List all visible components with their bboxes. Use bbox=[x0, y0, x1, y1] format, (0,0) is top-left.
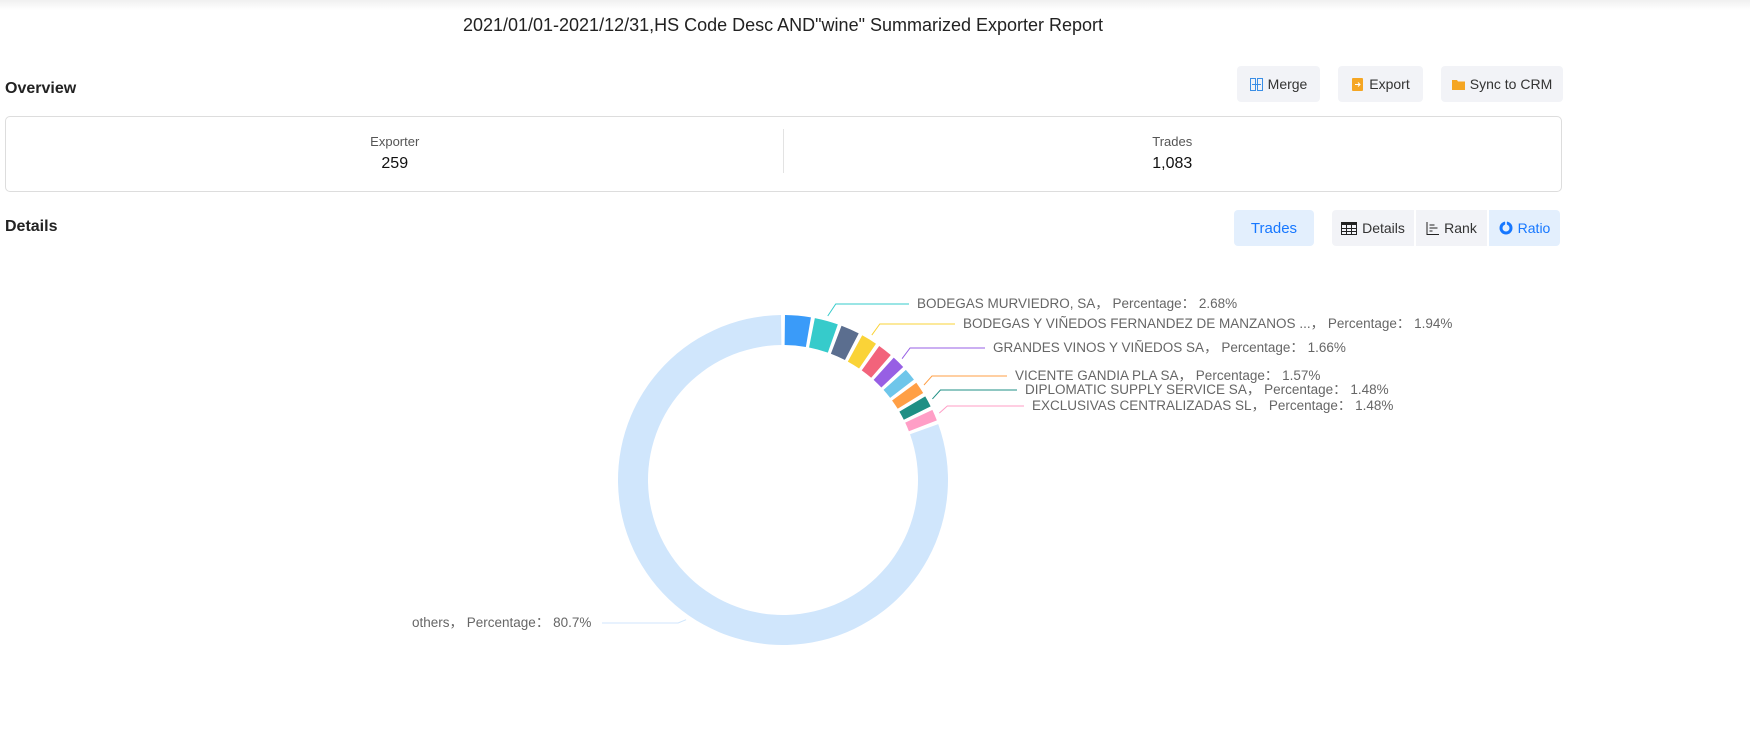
donut-slice-diplomatic-supply-service-sa[interactable] bbox=[899, 396, 931, 420]
slice-label: VICENTE GANDIA PLA SA， Percentage： 1.57% bbox=[1015, 368, 1320, 383]
merge-icon bbox=[1249, 77, 1263, 91]
sync-crm-button[interactable]: Sync to CRM bbox=[1441, 66, 1563, 102]
table-icon bbox=[1341, 221, 1358, 235]
ratio-label: Ratio bbox=[1517, 220, 1551, 236]
label-leader-line bbox=[938, 405, 1024, 414]
details-heading: Details bbox=[5, 218, 58, 235]
overview-heading: Overview bbox=[5, 80, 77, 97]
label-leader-line bbox=[602, 619, 687, 624]
export-label: Export bbox=[1369, 76, 1410, 92]
rank-label: Rank bbox=[1444, 220, 1477, 236]
ratio-donut-chart: BODEGAS MURVIEDRO, SA， Percentage： 2.68%… bbox=[412, 296, 1452, 645]
exporter-stat: Exporter 259 bbox=[6, 117, 784, 173]
slice-label: BODEGAS Y VIÑEDOS FERNANDEZ DE MANZANOS … bbox=[963, 316, 1452, 331]
slice-label: BODEGAS MURVIEDRO, SA， Percentage： 2.68% bbox=[917, 296, 1237, 311]
slice-label: DIPLOMATIC SUPPLY SERVICE SA， Percentage… bbox=[1025, 382, 1389, 397]
label-leader-line bbox=[923, 375, 1007, 386]
slice-label: EXCLUSIVAS CENTRALIZADAS SL， Percentage：… bbox=[1032, 398, 1393, 413]
slice-label: GRANDES VINOS Y VIÑEDOS SA， Percentage： … bbox=[993, 340, 1346, 355]
donut-slice-bodegas-y-vi-edos-fernandez-de-manzanos[interactable] bbox=[847, 335, 876, 369]
merge-button[interactable]: Merge bbox=[1237, 66, 1320, 102]
details-label: Details bbox=[1362, 220, 1405, 236]
rank-icon bbox=[1426, 221, 1440, 235]
trades-value: 1,083 bbox=[1152, 155, 1193, 172]
donut-slice[interactable] bbox=[784, 315, 811, 347]
view-ratio-button[interactable]: Ratio bbox=[1489, 210, 1560, 246]
donut-slice[interactable] bbox=[883, 369, 914, 398]
top-shadow bbox=[0, 0, 1750, 10]
exporter-value: 259 bbox=[381, 155, 409, 172]
label-leader-line bbox=[932, 389, 1017, 400]
export-icon bbox=[1352, 77, 1364, 91]
tab-trades[interactable]: Trades bbox=[1234, 210, 1314, 246]
label-leader-line bbox=[871, 323, 955, 336]
overview-card: Exporter 259 Trades 1,083 bbox=[5, 116, 1562, 192]
trades-label: Trades bbox=[1152, 134, 1193, 149]
export-button[interactable]: Export bbox=[1338, 66, 1423, 102]
stat-divider bbox=[783, 129, 784, 173]
report-title: 2021/01/01-2021/12/31,HS Code Desc AND"w… bbox=[462, 15, 1104, 35]
label-leader-line bbox=[901, 347, 985, 359]
donut-slice[interactable] bbox=[830, 325, 859, 361]
slice-label: others， Percentage： 80.7% bbox=[412, 615, 591, 630]
view-details-button[interactable]: Details bbox=[1332, 210, 1414, 246]
donut-slice[interactable] bbox=[861, 345, 891, 378]
donut-slice-grandes-vinos-y-vi-edos-sa[interactable] bbox=[873, 357, 904, 388]
label-leader-line bbox=[827, 303, 909, 317]
donut-slice-vicente-gandia-pla-sa[interactable] bbox=[892, 382, 924, 409]
ratio-pie-icon bbox=[1499, 221, 1513, 235]
merge-label: Merge bbox=[1267, 76, 1308, 92]
folder-sync-icon bbox=[1451, 79, 1465, 90]
donut-slice-exclusivas-centralizadas-sl[interactable] bbox=[905, 409, 937, 432]
trades-stat: Trades 1,083 bbox=[784, 117, 1562, 173]
view-rank-button[interactable]: Rank bbox=[1416, 210, 1487, 246]
donut-slice-bodegas-murviedro-sa[interactable] bbox=[809, 318, 838, 353]
sync-label: Sync to CRM bbox=[1469, 76, 1553, 92]
exporter-label: Exporter bbox=[370, 134, 420, 149]
